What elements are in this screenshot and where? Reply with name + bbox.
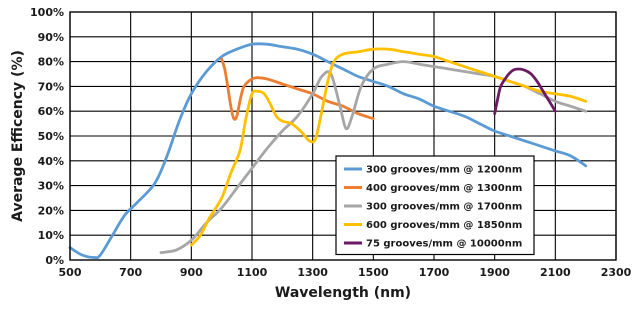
x-tick-label-4: 1300 (297, 266, 328, 279)
x-tick-label-6: 1700 (419, 266, 450, 279)
x-tick-label-9: 2300 (601, 266, 632, 279)
series-line-1 (220, 57, 375, 121)
x-tick-labels: 500 700 900 1100 1300 1500 1700 1900 2100 2300 (59, 266, 632, 279)
legend-label-3: 600 grooves/mm @ 1850nm (366, 220, 522, 231)
y-tick-label-3: 30% (38, 180, 64, 193)
series-line-3 (189, 47, 588, 247)
plot-frame (69, 11, 617, 261)
x-tick-label-1: 700 (119, 266, 142, 279)
x-axis-title: Wavelength (nm) (275, 285, 411, 301)
x-tick-label-3: 1100 (237, 266, 268, 279)
x-tick-label-0: 500 (59, 266, 82, 279)
y-tick-label-9: 90% (38, 31, 64, 44)
legend-box (335, 155, 535, 256)
y-tick-label-7: 70% (38, 80, 64, 93)
y-tick-label-8: 80% (38, 56, 64, 69)
y-tick-label-5: 50% (38, 130, 64, 143)
y-tick-labels: 0% 10% 20% 30% 40% 50% 60% 70% 80% 90% 100% (30, 6, 64, 267)
series-layer (68, 42, 588, 260)
x-tick-label-7: 1900 (479, 266, 510, 279)
legend-label-1: 400 grooves/mm @ 1300nm (366, 183, 522, 194)
y-tick-label-2: 20% (38, 204, 64, 217)
y-tick-label-1: 10% (38, 229, 64, 242)
y-tick-label-10: 100% (30, 6, 64, 19)
x-tick-label-2: 900 (180, 266, 203, 279)
legend: 300 grooves/mm @ 1200nm 400 grooves/mm @ … (335, 155, 535, 256)
y-tick-label-0: 0% (45, 254, 64, 267)
legend-label-2: 300 grooves/mm @ 1700nm (366, 202, 522, 213)
y-axis-title: Average Efficency (%) (10, 50, 26, 222)
y-tick-label-4: 40% (38, 155, 64, 168)
x-tick-label-5: 1500 (358, 266, 389, 279)
x-tick-label-8: 2100 (540, 266, 571, 279)
legend-label-4: 75 grooves/mm @ 10000nm (366, 239, 522, 250)
legend-label-0: 300 grooves/mm @ 1200nm (366, 165, 522, 176)
series-line-4 (493, 67, 557, 116)
series-line-0 (68, 42, 588, 260)
y-tick-label-6: 60% (38, 105, 64, 118)
